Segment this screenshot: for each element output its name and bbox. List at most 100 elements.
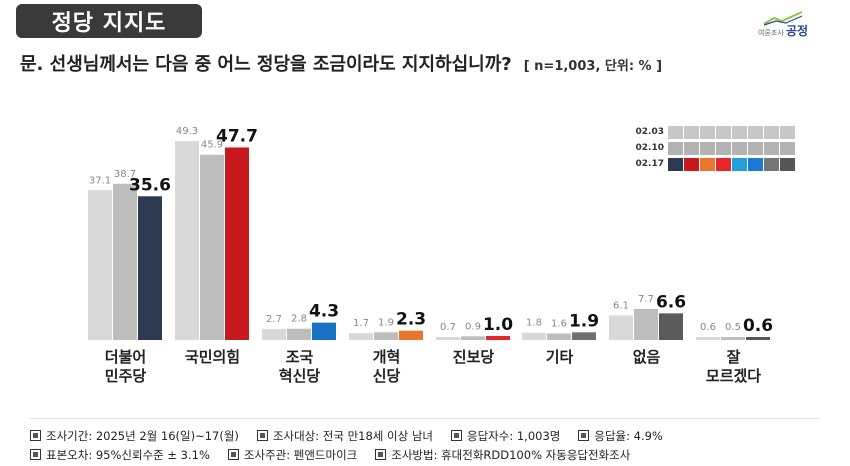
footer-item: 조사주관: 펜앤드마이크 xyxy=(227,447,357,463)
category-label: 없음 xyxy=(633,348,661,366)
bar-02.17 xyxy=(746,337,770,340)
legend-swatch xyxy=(684,125,699,139)
legend-swatch xyxy=(700,125,715,139)
legend-swatch xyxy=(764,141,779,155)
footer-item: 응답자수: 1,003명 xyxy=(451,428,560,444)
legend-swatch xyxy=(764,125,779,139)
sample-note: [ n=1,003, 단위: % ] xyxy=(523,59,663,74)
legend-swatch xyxy=(716,125,731,139)
data-label: 38.7 xyxy=(114,169,136,180)
bar-02.10 xyxy=(287,328,311,340)
question-text: 문. 선생님께서는 다음 중 어느 정당을 조금이라도 지지하십니까? xyxy=(20,54,512,75)
legend-swatch xyxy=(716,141,731,155)
legend-label: 02.03 xyxy=(635,127,664,137)
data-label: 2.7 xyxy=(266,314,282,325)
data-label: 0.6 xyxy=(700,322,716,333)
page-title-badge: 정당 지지도 xyxy=(16,4,202,38)
legend-swatch xyxy=(716,157,731,171)
bar-02.10 xyxy=(634,308,658,340)
legend-label: 02.10 xyxy=(635,143,664,153)
bar-02.03 xyxy=(262,329,286,340)
footer-item: 조사기간: 2025년 2월 16(일)~17(월) xyxy=(30,428,239,444)
data-label: 0.7 xyxy=(440,322,456,333)
bar-02.17 xyxy=(138,196,162,340)
legend-row: 02.03 xyxy=(622,124,796,140)
data-label: 0.9 xyxy=(465,321,481,332)
data-label: 1.9 xyxy=(569,311,599,331)
footer-line-1: 조사기간: 2025년 2월 16(일)~17(월) 조사대상: 전국 만18세 … xyxy=(30,428,681,444)
bar-02.10 xyxy=(547,333,571,340)
bar-02.10 xyxy=(374,332,398,340)
bullet-square-icon xyxy=(375,449,387,460)
brand-logo: 여론조사 공정 xyxy=(758,10,828,40)
legend-swatch xyxy=(780,141,795,155)
data-label: 4.3 xyxy=(309,302,339,322)
bar-02.10 xyxy=(113,183,137,340)
data-label: 1.9 xyxy=(378,317,394,328)
bullet-square-icon xyxy=(30,430,41,441)
category-label: 진보당 xyxy=(453,348,495,366)
bullet-square-icon xyxy=(227,449,239,460)
bar-02.03 xyxy=(696,337,720,340)
bar-02.03 xyxy=(88,190,112,340)
bar-02.03 xyxy=(349,333,373,340)
bar-02.17 xyxy=(312,322,336,340)
footer-item: 표본오차: 95%신뢰수준 ± 3.1% xyxy=(30,447,210,463)
category-label: 기타 xyxy=(546,348,574,366)
legend-swatch xyxy=(732,157,747,171)
legend-swatch xyxy=(668,141,683,155)
legend-swatch xyxy=(780,125,795,139)
category-label: 더불어 민주당 xyxy=(105,348,147,385)
data-label: 6.1 xyxy=(613,300,629,311)
bullet-square-icon xyxy=(256,430,268,441)
data-label: 0.5 xyxy=(725,322,741,333)
category-label: 국민의힘 xyxy=(185,348,240,366)
data-label: 6.6 xyxy=(656,292,686,312)
footer-line-2: 표본오차: 95%신뢰수준 ± 3.1% 조사주관: 펜앤드마이크 조사방법: 휴대… xyxy=(30,447,648,463)
legend-swatch xyxy=(732,125,747,139)
data-label: 0.6 xyxy=(743,316,773,336)
bar-02.10 xyxy=(721,337,745,340)
legend-swatch xyxy=(748,125,763,139)
footer-item: 응답율: 4.9% xyxy=(578,428,663,444)
data-label: 1.0 xyxy=(483,315,513,335)
footer-divider xyxy=(30,418,820,419)
survey-question: 문. 선생님께서는 다음 중 어느 정당을 조금이라도 지지하십니까? [ n=1… xyxy=(20,50,662,76)
data-label: 35.6 xyxy=(129,175,171,195)
data-label: 1.7 xyxy=(353,318,369,329)
logo-chart-icon xyxy=(763,11,803,26)
legend-swatch xyxy=(748,157,763,171)
bar-02.03 xyxy=(609,315,633,340)
bar-02.03 xyxy=(522,332,546,340)
logo-subtext: 여론조사 xyxy=(758,29,784,37)
legend-row: 02.10 xyxy=(622,140,796,156)
bar-02.17 xyxy=(572,332,596,340)
bar-02.10 xyxy=(461,336,485,340)
bar-02.17 xyxy=(659,313,683,340)
legend-swatch xyxy=(748,141,763,155)
data-label: 2.8 xyxy=(291,314,307,325)
legend-label: 02.17 xyxy=(635,159,664,169)
data-label: 1.8 xyxy=(526,318,542,329)
legend-swatch xyxy=(700,141,715,155)
legend-swatch xyxy=(764,157,779,171)
legend-swatch xyxy=(668,125,683,139)
bullet-square-icon xyxy=(30,449,41,460)
legend-swatch xyxy=(684,157,699,171)
data-label: 37.1 xyxy=(89,175,111,186)
bar-02.10 xyxy=(200,154,224,340)
data-label: 7.7 xyxy=(638,294,654,305)
legend-swatch xyxy=(700,157,715,171)
bar-02.03 xyxy=(175,141,199,340)
bullet-square-icon xyxy=(451,430,463,441)
data-label: 2.3 xyxy=(396,310,426,330)
data-label: 1.6 xyxy=(551,319,567,330)
chart-legend: 02.03 02.10 02.17 xyxy=(622,124,796,172)
bar-02.17 xyxy=(225,147,249,340)
bar-02.17 xyxy=(486,335,510,340)
legend-swatch xyxy=(684,141,699,155)
legend-swatch xyxy=(732,141,747,155)
legend-row: 02.17 xyxy=(622,156,796,172)
category-label: 개혁 신당 xyxy=(373,348,401,385)
